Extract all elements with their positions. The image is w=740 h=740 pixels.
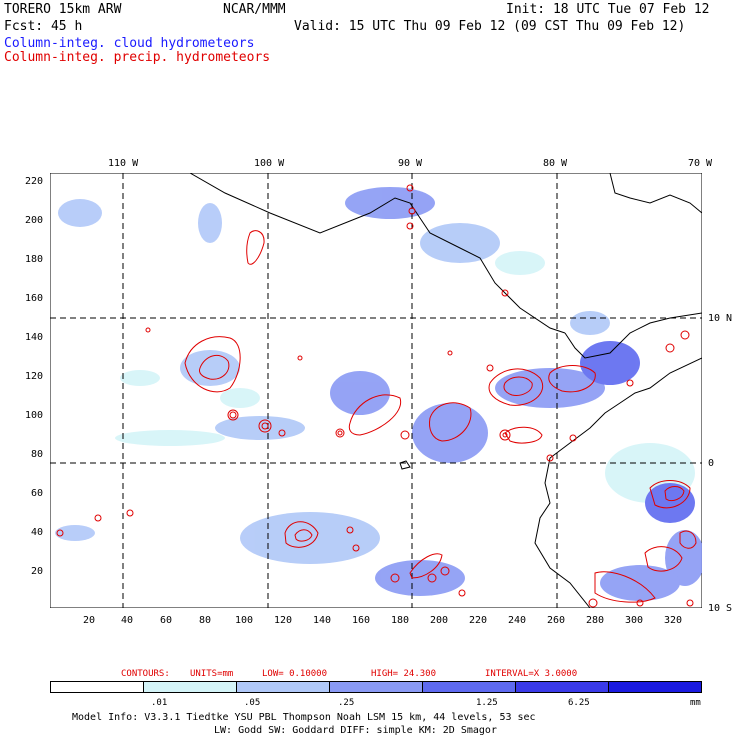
y-tick: 100: [25, 410, 44, 421]
model-info-line2: LW: Godd SW: Goddard DIFF: simple KM: 2D…: [214, 725, 497, 736]
x-tick: 220: [469, 615, 488, 626]
y-tick: 180: [25, 254, 44, 265]
x-tick: 280: [586, 615, 605, 626]
lon-label-90w: 90 W: [398, 158, 423, 169]
organization-label: NCAR/MMM: [223, 2, 286, 17]
y-tick: 80: [31, 449, 44, 460]
contour-high: HIGH= 24.300: [371, 669, 437, 679]
colorbar-segment: [516, 682, 609, 692]
contour-low: LOW= 0.10000: [262, 669, 328, 679]
x-tick: 100: [235, 615, 254, 626]
lat-label-0: 0: [708, 458, 715, 469]
x-tick: 160: [352, 615, 371, 626]
x-tick: 80: [199, 615, 212, 626]
x-tick: 180: [391, 615, 410, 626]
model-title: TORERO 15km ARW: [4, 2, 122, 17]
colorbar: [50, 681, 702, 693]
y-tick: 40: [31, 527, 44, 538]
legend-cloud-hydrometeors: Column-integ. cloud hydrometeors: [4, 36, 255, 51]
lon-label-110w: 110 W: [108, 158, 139, 169]
y-tick: 220: [25, 176, 44, 187]
colorbar-segment: [237, 682, 330, 692]
colorbar-unit: mm: [690, 698, 701, 708]
contour-label: CONTOURS:: [121, 669, 170, 679]
legend-precip-hydrometeors: Column-integ. precip. hydrometeors: [4, 50, 271, 65]
y-tick: 160: [25, 293, 44, 304]
colorbar-segment: [144, 682, 237, 692]
x-tick: 60: [160, 615, 173, 626]
y-tick: 20: [31, 566, 44, 577]
graticule: [50, 173, 702, 608]
colorbar-label: 1.25: [476, 698, 498, 708]
colorbar-label: 6.25: [568, 698, 590, 708]
cloud-fill-layer: [55, 187, 702, 601]
x-tick: 40: [121, 615, 134, 626]
lat-label-10n: 10 N: [708, 313, 733, 324]
y-tick: 60: [31, 488, 44, 499]
coastlines: [189, 173, 702, 608]
init-time: Init: 18 UTC Tue 07 Feb 12: [506, 2, 710, 17]
x-tick: 140: [313, 615, 332, 626]
forecast-hour: Fcst: 45 h: [4, 19, 83, 34]
x-tick: 300: [625, 615, 644, 626]
colorbar-label: .01: [151, 698, 168, 708]
x-tick: 120: [274, 615, 293, 626]
colorbar-label: .25: [338, 698, 355, 708]
colorbar-segment: [330, 682, 423, 692]
lon-label-80w: 80 W: [543, 158, 568, 169]
precip-contours: [56, 184, 697, 608]
valid-time: Valid: 15 UTC Thu 09 Feb 12 (09 CST Thu …: [294, 19, 686, 34]
x-tick: 260: [547, 615, 566, 626]
y-tick: 120: [25, 371, 44, 382]
y-tick: 200: [25, 215, 44, 226]
colorbar-label: .05: [244, 698, 261, 708]
x-tick: 200: [430, 615, 449, 626]
colorbar-segment: [423, 682, 516, 692]
model-info-line1: Model Info: V3.3.1 Tiedtke YSU PBL Thomp…: [72, 712, 536, 723]
colorbar-segment: [609, 682, 701, 692]
lat-label-10s: 10 S: [708, 603, 733, 614]
contour-units: UNITS=mm: [190, 669, 234, 679]
x-tick: 240: [508, 615, 527, 626]
forecast-map: [50, 173, 702, 608]
contour-interval: INTERVAL=X 3.0000: [485, 669, 578, 679]
x-tick: 320: [664, 615, 683, 626]
x-tick: 20: [83, 615, 96, 626]
colorbar-segment: [51, 682, 144, 692]
y-tick: 140: [25, 332, 44, 343]
lon-label-70w: 70 W: [688, 158, 713, 169]
lon-label-100w: 100 W: [254, 158, 285, 169]
